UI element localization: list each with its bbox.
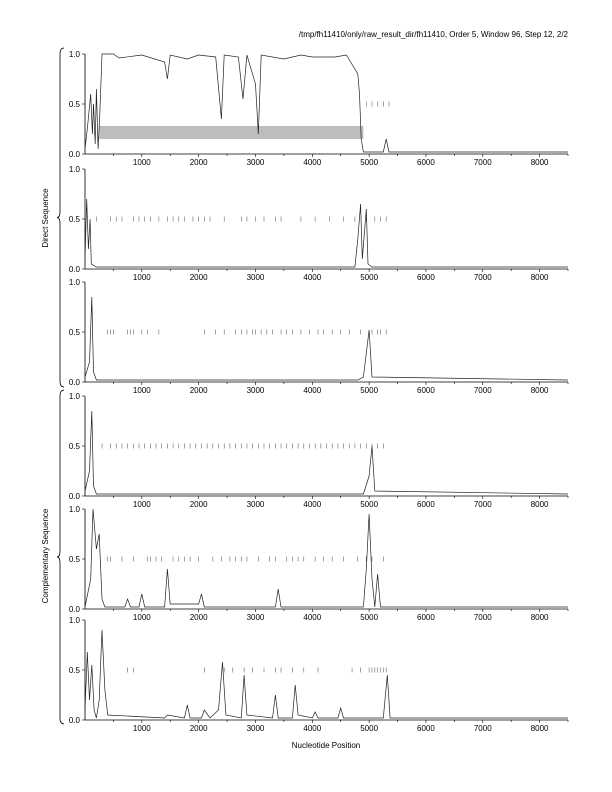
x-tick-label: 1000 xyxy=(133,724,151,733)
y-tick-label: 1.0 xyxy=(69,505,81,514)
x-tick-label: 3000 xyxy=(247,613,265,622)
x-tick-label: 6000 xyxy=(417,273,435,282)
x-tick-label: 2000 xyxy=(190,500,208,509)
y-tick-label: 0.5 xyxy=(69,100,81,109)
panel-6: 0.0 0.5 1.0 1000 2000 3000 4000 5000 6000 7000 800… xyxy=(69,616,569,733)
x-tick-label: 3000 xyxy=(247,500,265,509)
x-tick-label: 8000 xyxy=(531,500,549,509)
x-tick-label: 7000 xyxy=(474,158,492,167)
series-line xyxy=(84,198,568,268)
x-tick-label: 3000 xyxy=(247,273,265,282)
x-tick-label: 1000 xyxy=(133,158,151,167)
x-tick-label: 7000 xyxy=(474,273,492,282)
series-line xyxy=(84,296,569,381)
y-tick-label: 0.0 xyxy=(69,150,81,159)
x-tick-label: 7000 xyxy=(474,500,492,509)
complementary-sequence-label: Complementary Sequence xyxy=(41,508,50,603)
x-tick-label: 8000 xyxy=(531,273,549,282)
x-tick-label: 1000 xyxy=(133,500,151,509)
x-tick-label: 4000 xyxy=(303,386,321,395)
y-tick-label: 0.0 xyxy=(69,265,81,274)
x-tick-label: 6000 xyxy=(417,158,435,167)
x-tick-label: 3000 xyxy=(247,386,265,395)
y-tick-label: 1.0 xyxy=(69,165,81,174)
series-line xyxy=(84,410,569,495)
x-tick-label: 5000 xyxy=(360,386,378,395)
x-tick-label: 7000 xyxy=(474,386,492,395)
y-tick-label: 1.0 xyxy=(69,392,81,401)
x-tick-label: 1000 xyxy=(133,613,151,622)
panel-3: 0.0 0.5 1.0 1000 2000 3000 4000 5000 6000 7000 800… xyxy=(69,278,569,395)
group-braces xyxy=(56,47,65,725)
x-tick-label: 2000 xyxy=(190,273,208,282)
panel-5: 0.0 0.5 1.0 1000 2000 3000 4000 5000 6000 7000 800… xyxy=(69,505,569,622)
y-tick-label: 0.0 xyxy=(69,605,81,614)
panel-4: 0.0 0.5 1.0 1000 2000 3000 4000 5000 6000 7000 800… xyxy=(69,392,569,509)
panels-group: 0.0 0.5 1.0 1000 2000 3000 4000 5000 6000 7000 800… xyxy=(69,50,569,733)
x-tick-label: 7000 xyxy=(474,724,492,733)
x-tick-label: 8000 xyxy=(531,158,549,167)
x-tick-label: 6000 xyxy=(417,724,435,733)
x-tick-label: 6000 xyxy=(417,613,435,622)
y-tick-label: 0.0 xyxy=(69,492,81,501)
x-tick-label: 4000 xyxy=(303,613,321,622)
x-tick-label: 6000 xyxy=(417,386,435,395)
x-tick-label: 4000 xyxy=(303,158,321,167)
highlight-band xyxy=(99,126,364,139)
y-tick-label: 0.5 xyxy=(69,555,81,564)
x-tick-label: 4000 xyxy=(303,724,321,733)
x-tick-label: 8000 xyxy=(531,724,549,733)
x-tick-label: 2000 xyxy=(190,158,208,167)
x-tick-label: 7000 xyxy=(474,613,492,622)
series-line xyxy=(84,508,568,608)
y-tick-label: 1.0 xyxy=(69,278,81,287)
x-tick-label: 2000 xyxy=(190,613,208,622)
direct-sequence-label: Direct Sequence xyxy=(41,188,50,248)
x-tick-label: 5000 xyxy=(360,273,378,282)
x-tick-label: 6000 xyxy=(417,500,435,509)
y-tick-label: 1.0 xyxy=(69,616,81,625)
complementary-sequence-brace xyxy=(56,389,65,725)
x-tick-label: 3000 xyxy=(247,724,265,733)
y-tick-label: 1.0 xyxy=(69,50,81,59)
x-tick-label: 4000 xyxy=(303,500,321,509)
x-axis-label: Nucleotide Position xyxy=(292,741,360,750)
y-tick-label: 0.0 xyxy=(69,378,81,387)
x-tick-label: 8000 xyxy=(531,613,549,622)
figure-title: /tmp/fh11410/only/raw_result_dir/fh11410… xyxy=(299,30,569,39)
x-tick-label: 5000 xyxy=(360,724,378,733)
x-tick-label: 5000 xyxy=(360,613,378,622)
x-tick-label: 2000 xyxy=(190,386,208,395)
series-line xyxy=(84,629,568,719)
y-tick-label: 0.5 xyxy=(69,666,81,675)
panel-1: 0.0 0.5 1.0 1000 2000 3000 4000 5000 6000 7000 800… xyxy=(69,50,569,167)
y-tick-label: 0.5 xyxy=(69,442,81,451)
panel-2: 0.0 0.5 1.0 1000 2000 3000 4000 5000 6000 7000 800… xyxy=(69,165,569,282)
x-tick-label: 2000 xyxy=(190,724,208,733)
x-tick-label: 8000 xyxy=(531,386,549,395)
x-tick-label: 1000 xyxy=(133,386,151,395)
x-tick-label: 3000 xyxy=(247,158,265,167)
x-tick-label: 5000 xyxy=(360,158,378,167)
x-tick-label: 4000 xyxy=(303,273,321,282)
series-line xyxy=(84,53,568,153)
direct-sequence-brace xyxy=(56,47,65,388)
y-tick-label: 0.0 xyxy=(69,716,81,725)
x-tick-label: 1000 xyxy=(133,273,151,282)
y-tick-label: 0.5 xyxy=(69,215,81,224)
y-tick-label: 0.5 xyxy=(69,328,81,337)
x-tick-label: 5000 xyxy=(360,500,378,509)
